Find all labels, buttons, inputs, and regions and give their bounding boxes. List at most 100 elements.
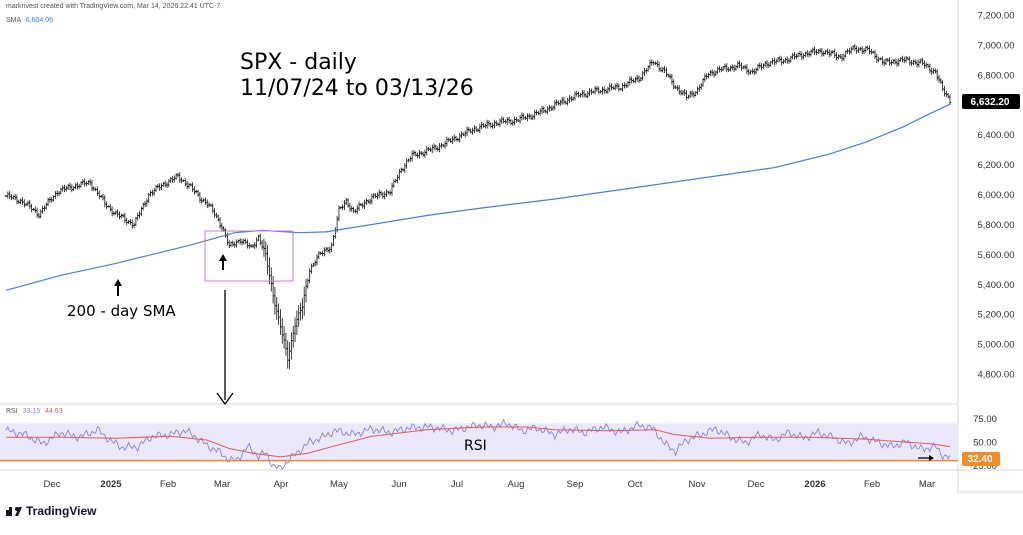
ohlc-bar — [573, 91, 577, 101]
time-tick-label: Feb — [160, 479, 176, 490]
ohlc-bar — [507, 116, 511, 124]
ohlc-bar — [26, 200, 30, 207]
ohlc-bar — [584, 93, 588, 98]
ohlc-bar — [606, 86, 610, 94]
ohlc-bar — [601, 86, 604, 95]
ohlc-bar — [482, 123, 485, 128]
ohlc-bar — [474, 126, 478, 132]
ohlc-bar — [149, 190, 152, 197]
ohlc-bar — [945, 90, 948, 98]
ohlc-bar — [699, 82, 703, 90]
ohlc-bar — [864, 46, 868, 53]
ohlc-bar — [842, 53, 846, 62]
ohlc-bar — [546, 106, 549, 115]
ohlc-bar — [913, 59, 917, 65]
ohlc-bar — [30, 203, 33, 213]
price-tick-label: 6,200.00 — [978, 160, 1015, 171]
ohlc-bar — [28, 199, 32, 210]
ohlc-bar — [98, 190, 101, 200]
ohlc-bar — [15, 194, 19, 205]
price-tick-label: 7,000.00 — [978, 40, 1015, 51]
ohlc-bar — [280, 317, 284, 344]
tradingview-brand[interactable]: TradingView — [26, 504, 97, 518]
ohlc-bar — [130, 219, 134, 229]
ohlc-bar — [441, 143, 445, 148]
ohlc-bar — [205, 199, 209, 209]
price-tick-label: 5,000.00 — [978, 340, 1015, 351]
ohlc-bar — [129, 219, 132, 225]
ohlc-bar — [677, 85, 681, 95]
ohlc-bar — [736, 61, 740, 69]
ohlc-bar — [548, 104, 551, 112]
ohlc-bar — [943, 86, 946, 97]
ohlc-bar — [430, 144, 434, 154]
ohlc-bar — [632, 78, 635, 84]
ohlc-bar — [639, 76, 643, 82]
ohlc-bar — [317, 250, 321, 260]
ohlc-bar — [707, 72, 710, 79]
ohlc-bar — [765, 60, 769, 68]
ohlc-bar — [471, 127, 474, 135]
ohlc-bar — [204, 197, 207, 205]
ohlc-bar — [361, 202, 365, 209]
ohlc-bar — [174, 173, 178, 180]
ohlc-bar — [754, 67, 758, 75]
ohlc-bar — [895, 59, 899, 67]
ohlc-bar — [860, 45, 864, 55]
ohlc-bar — [480, 121, 483, 130]
ohlc-bar — [277, 303, 280, 325]
sma-line — [5, 103, 951, 291]
ohlc-bar — [917, 59, 921, 68]
ohlc-bar — [379, 190, 383, 196]
ohlc-bar — [244, 238, 247, 244]
ohlc-bar — [462, 132, 465, 137]
ohlc-bar — [782, 59, 785, 65]
ohlc-bar — [531, 114, 535, 121]
ohlc-bar — [140, 206, 143, 216]
ohlc-bar — [374, 193, 377, 199]
ohlc-bar — [61, 185, 65, 192]
ohlc-bar — [260, 239, 264, 251]
ohlc-bar — [500, 116, 504, 124]
ohlc-bar — [698, 84, 701, 92]
ohlc-bar — [410, 150, 414, 162]
ohlc-bar — [160, 183, 163, 191]
ohlc-bar — [235, 239, 238, 248]
ohlc-bar — [268, 257, 271, 285]
ohlc-bar — [641, 70, 644, 81]
ohlc-bar — [114, 210, 118, 215]
ohlc-bar — [809, 49, 813, 57]
ohlc-bar — [740, 62, 743, 71]
price-tick-label: 5,400.00 — [978, 280, 1015, 291]
ohlc-bar — [41, 205, 44, 214]
ohlc-bar — [224, 228, 227, 238]
ohlc-bar — [169, 176, 172, 183]
ohlc-bar — [209, 203, 213, 207]
ohlc-bar — [313, 260, 317, 267]
ohlc-bar — [425, 145, 429, 156]
ohlc-bar — [657, 61, 661, 72]
ohlc-bar — [185, 180, 189, 190]
time-tick-label: Mar — [214, 479, 230, 490]
ohlc-bar — [888, 57, 891, 66]
ohlc-bar — [301, 298, 304, 320]
ohlc-bar — [6, 191, 10, 199]
ohlc-bar — [630, 76, 633, 84]
rsi-band — [0, 423, 958, 461]
price-tick-label: 5,800.00 — [978, 220, 1015, 231]
ohlc-bar — [835, 52, 838, 61]
ohlc-bar — [857, 47, 860, 53]
ohlc-bar — [784, 57, 787, 63]
ohlc-bar — [762, 63, 765, 69]
ohlc-bar — [553, 100, 557, 111]
rsi-tick-label: 25.00 — [973, 461, 997, 472]
ohlc-bar — [163, 180, 167, 188]
rsi-line — [5, 418, 951, 470]
chart-date-range: 11/07/24 to 03/13/26 — [240, 76, 474, 101]
ohlc-bar — [533, 109, 537, 120]
ohlc-bar — [597, 86, 601, 95]
ohlc-bar — [939, 78, 943, 84]
ohlc-bar — [12, 195, 15, 200]
ohlc-bar — [478, 123, 482, 134]
